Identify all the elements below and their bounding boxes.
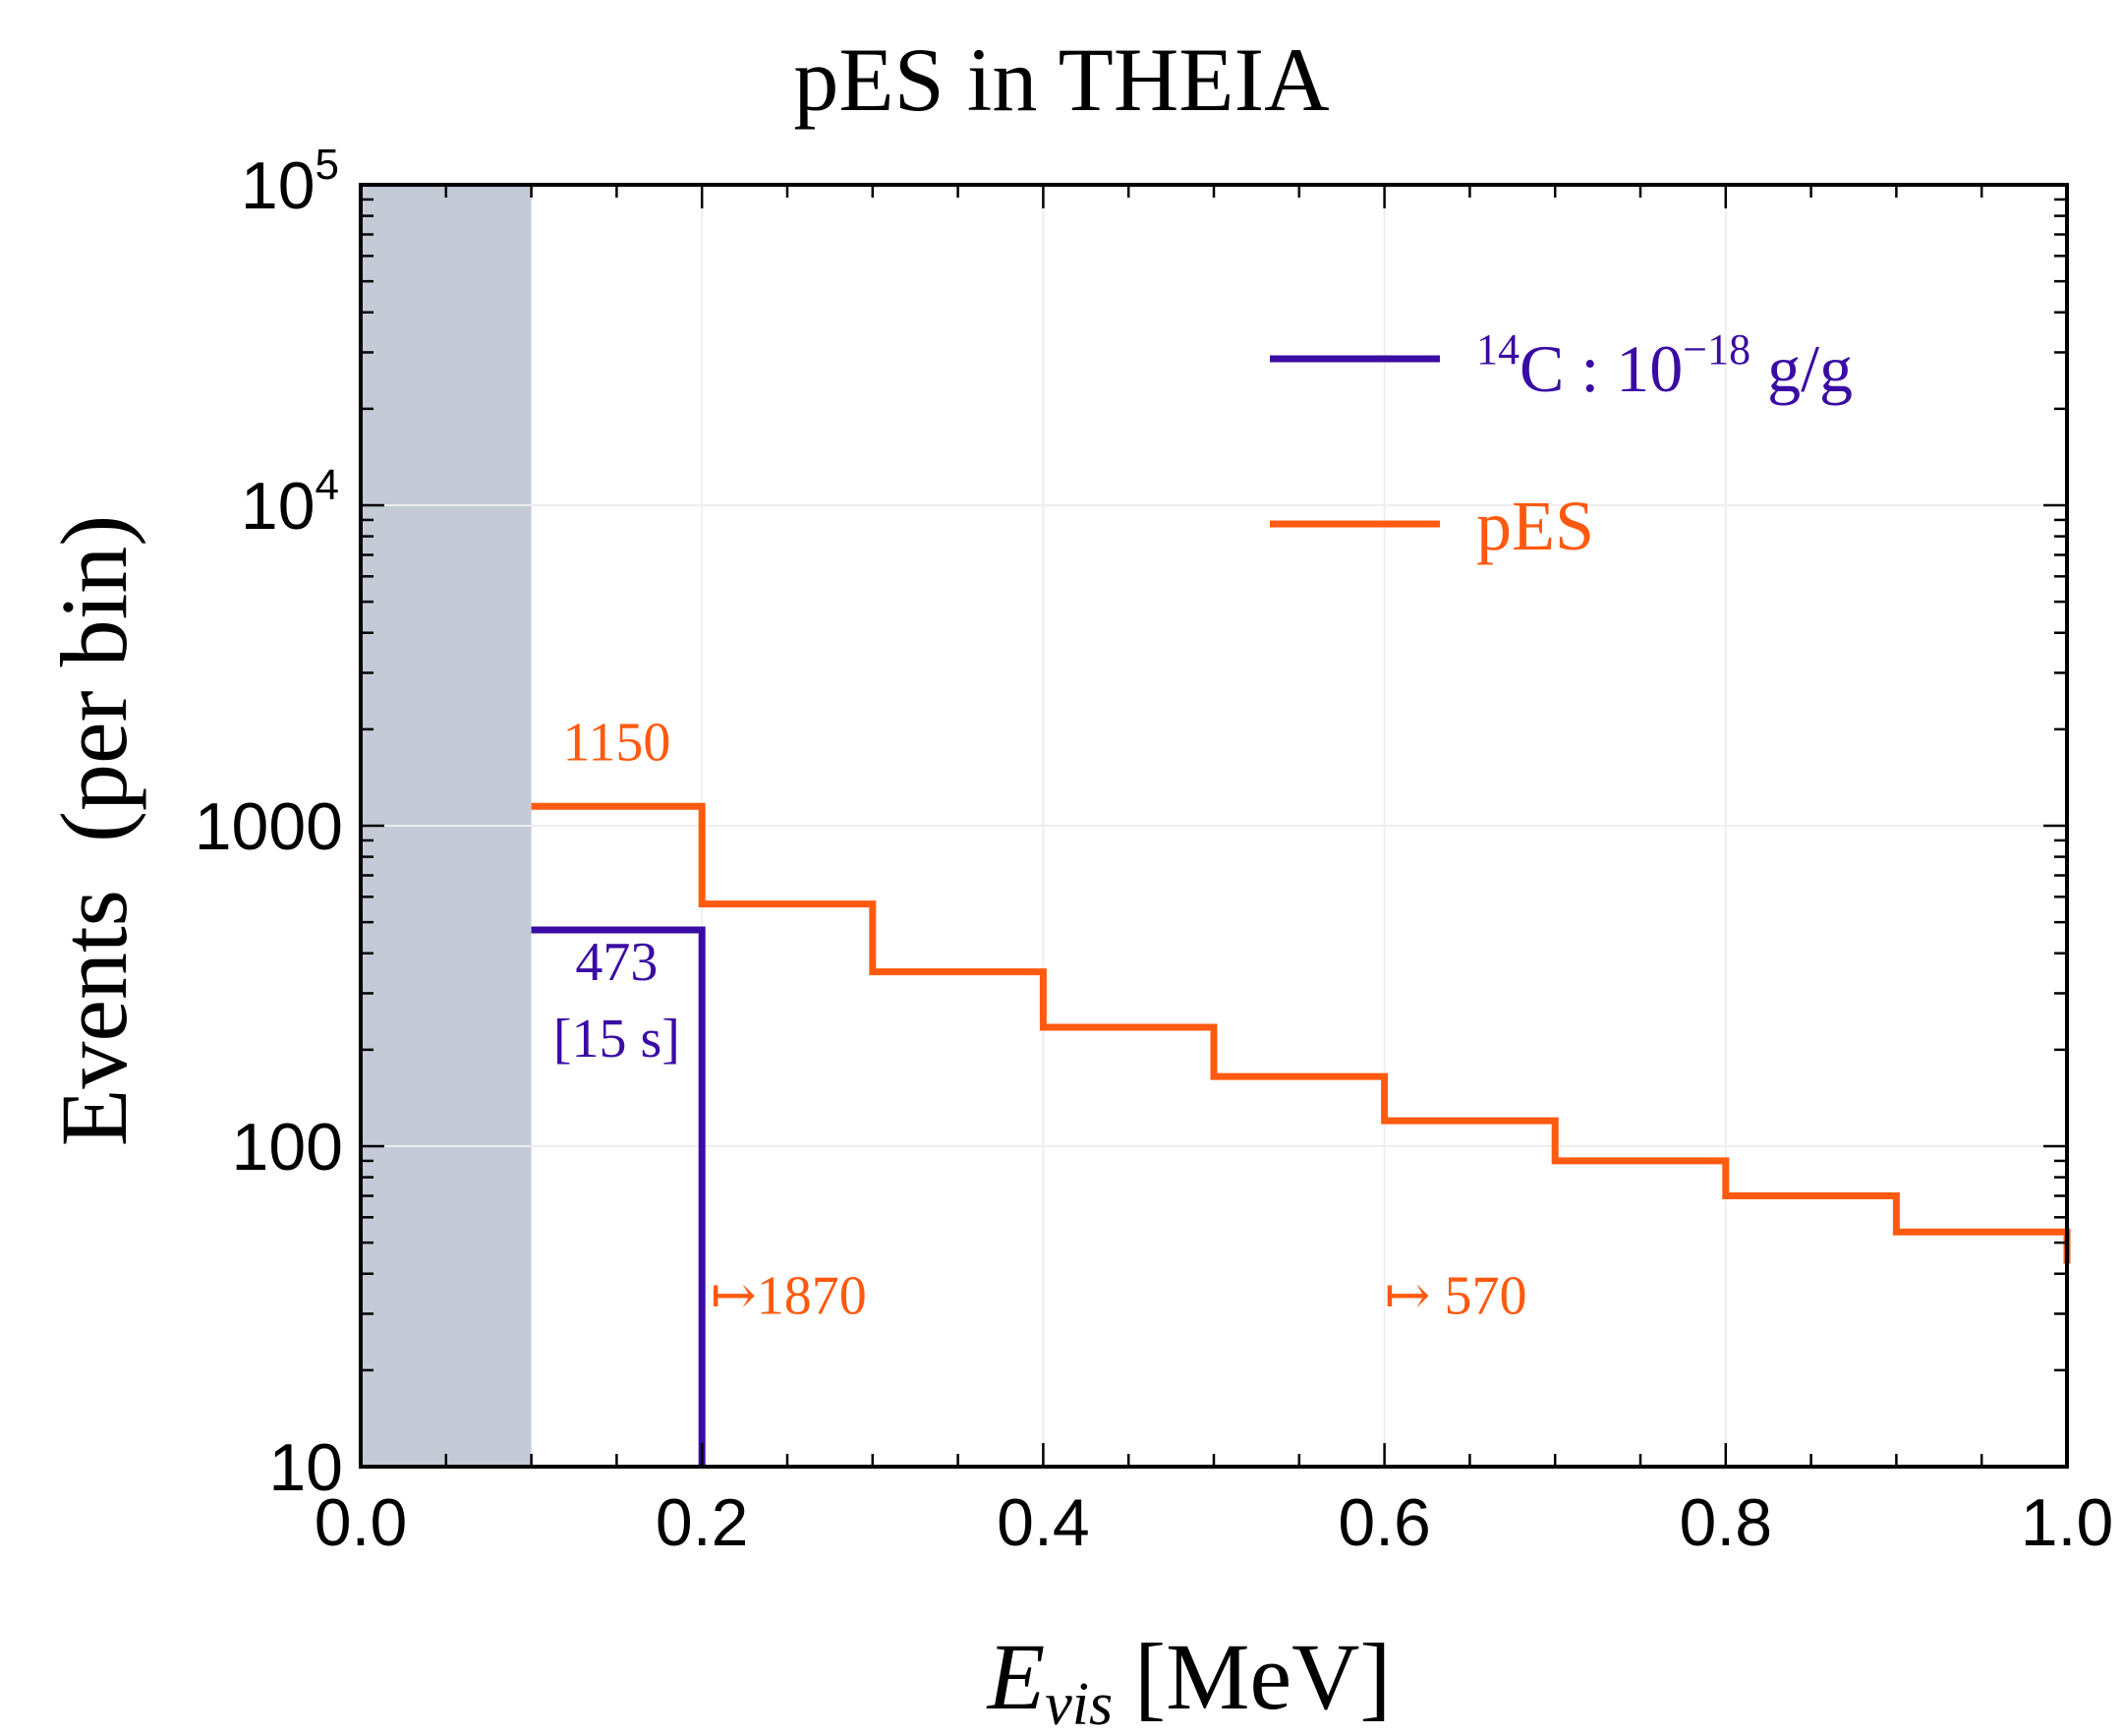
y-tick-label: 105 <box>241 141 339 223</box>
annotation-pes-first-bin: 1150 <box>562 712 670 773</box>
annotation-c14-count: 473 <box>575 932 658 993</box>
legend-label-14c: 14C : 10−18 g/g <box>1476 325 1853 406</box>
legend: 14C : 10−18 g/g pES <box>1270 325 1853 565</box>
x-tick-label: 0.4 <box>997 1485 1090 1560</box>
annotation-c14-time: [15 s] <box>553 1009 680 1070</box>
y-tick-label-exponent: 4 <box>316 461 339 509</box>
x-axis-label-unit: [MeV] <box>1134 1624 1391 1729</box>
y-tick-label: 10 <box>268 1430 343 1505</box>
legend-label-pes: pES <box>1476 487 1594 565</box>
axis-ticks <box>359 183 2069 1469</box>
x-axis-label-symbol: E <box>986 1624 1046 1729</box>
chart-title: pES in THEIA <box>793 29 1329 130</box>
legend-14c-exponent: −18 <box>1683 325 1750 374</box>
plot-area: 0.0 0.2 0.4 0.6 0.8 1.01010010001041051150473… <box>195 141 2114 1560</box>
y-tick-label: 1000 <box>195 789 343 864</box>
annotation-pes-total-02: ↦1870 <box>711 1265 867 1326</box>
series-line-14c <box>531 926 706 1467</box>
x-axis-label-subscript: vis <box>1045 1671 1113 1736</box>
series-line-pes <box>531 802 2071 1264</box>
x-tick-label: 0.2 <box>656 1485 749 1560</box>
annotation-pes-total-06: ↦ 570 <box>1385 1265 1527 1326</box>
y-tick-label-exponent: 5 <box>316 141 339 189</box>
legend-14c-base: C : 10 <box>1520 331 1683 406</box>
y-tick-label-base: 10 <box>241 148 316 223</box>
x-tick-label: 0.8 <box>1680 1485 1773 1560</box>
legend-14c-isotope-mass: 14 <box>1476 325 1520 374</box>
y-tick-label: 104 <box>241 461 339 544</box>
x-axis-label: Evis [MeV] <box>986 1624 1392 1736</box>
x-tick-label: 0.6 <box>1338 1485 1431 1560</box>
y-axis-label: Events (per bin) <box>41 515 146 1146</box>
legend-14c-unit: g/g <box>1750 331 1853 406</box>
y-tick-label: 100 <box>232 1110 343 1185</box>
x-tick-label: 0.0 <box>315 1485 408 1560</box>
x-tick-label: 1.0 <box>2021 1485 2114 1560</box>
y-tick-label-base: 10 <box>241 469 316 544</box>
